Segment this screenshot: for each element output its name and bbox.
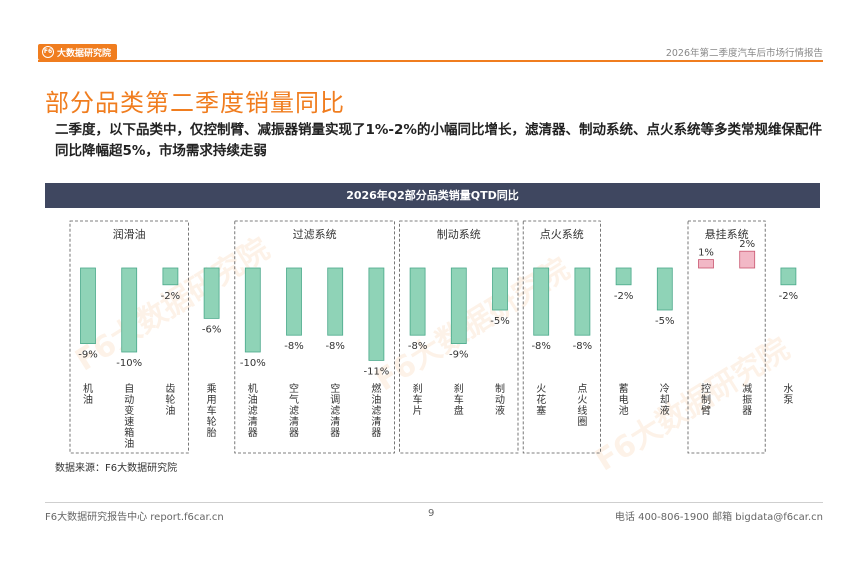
bar bbox=[698, 259, 714, 269]
bar bbox=[780, 267, 797, 286]
footer-site: F6大数据研究报告中心 report.f6car.cn bbox=[45, 512, 224, 523]
category-label: 点火线圈 bbox=[577, 383, 587, 428]
data-label: -9% bbox=[78, 350, 97, 361]
data-label: -8% bbox=[284, 341, 303, 352]
page-number: 9 bbox=[428, 508, 435, 519]
bar bbox=[286, 267, 302, 336]
category-label: 燃油滤清器 bbox=[371, 382, 381, 439]
summary-text: 二季度，以下品类中，仅控制臂、减振器销量实现了1%-2%的小幅同比增长，滤清器、… bbox=[55, 122, 822, 159]
logo-text: 大数据研究院 bbox=[57, 48, 112, 59]
data-label: 1% bbox=[698, 248, 714, 259]
group-box bbox=[234, 220, 395, 454]
page-title: 部分品类第二季度销量同比 bbox=[45, 89, 345, 117]
bar bbox=[739, 250, 756, 269]
bar bbox=[162, 267, 179, 286]
header-divider bbox=[38, 60, 823, 62]
report-name: 2026年第二季度汽车后市场行情报告 bbox=[665, 48, 823, 59]
bar bbox=[203, 267, 220, 319]
data-label: -2% bbox=[614, 291, 633, 302]
data-label: -8% bbox=[573, 341, 592, 352]
bar bbox=[656, 267, 673, 311]
data-label: -6% bbox=[202, 324, 221, 335]
data-source: 数据来源：F6大数据研究院 bbox=[55, 463, 178, 474]
data-label: -8% bbox=[325, 341, 344, 352]
bar bbox=[244, 267, 261, 353]
category-label: 齿轮油 bbox=[165, 383, 175, 417]
group-label: 悬挂系统 bbox=[705, 227, 749, 241]
category-label: 乘用车轮胎 bbox=[207, 383, 217, 439]
footer-divider bbox=[45, 502, 823, 503]
chart-title: 2026年Q2部分品类销量QTD同比 bbox=[45, 183, 820, 208]
bar bbox=[80, 267, 96, 344]
data-label: -11% bbox=[363, 366, 389, 377]
bar bbox=[615, 267, 632, 286]
group-label: 过滤系统 bbox=[293, 228, 337, 241]
category-label: 冷却液 bbox=[660, 382, 670, 417]
data-label: -8% bbox=[531, 341, 550, 352]
category-label: 空调滤清器 bbox=[330, 382, 340, 439]
data-label: -8% bbox=[408, 341, 427, 352]
group-box bbox=[522, 220, 601, 454]
group-label: 制动系统 bbox=[437, 228, 481, 241]
category-label: 制动液 bbox=[495, 382, 505, 417]
group-label: 润滑油 bbox=[113, 227, 146, 241]
category-label: 机油滤清器 bbox=[248, 382, 258, 439]
category-label: 刹车盘 bbox=[454, 383, 464, 417]
bar bbox=[450, 267, 467, 344]
data-label: -9% bbox=[449, 350, 468, 361]
logo-icon: F6 bbox=[42, 46, 54, 58]
category-label: 水泵 bbox=[783, 383, 793, 406]
category-label: 刹车片 bbox=[413, 383, 423, 417]
bar bbox=[121, 267, 138, 353]
data-label: -2% bbox=[161, 291, 180, 302]
category-label: 减振器 bbox=[742, 383, 752, 417]
data-label: 2% bbox=[739, 239, 755, 250]
category-label: 火花塞 bbox=[536, 383, 546, 417]
bar bbox=[533, 267, 550, 336]
bar bbox=[327, 267, 344, 336]
footer-contact: 电话 400-806-1900 邮箱 bigdata@f6car.cn bbox=[614, 512, 823, 523]
category-label: 机油 bbox=[83, 382, 93, 406]
data-label: -10% bbox=[240, 358, 266, 369]
brand-logo: F6 大数据研究院 bbox=[38, 44, 118, 60]
bar bbox=[492, 267, 508, 311]
category-label: 蓄电池 bbox=[619, 383, 629, 417]
group-label: 点火系统 bbox=[540, 228, 584, 241]
data-label: -5% bbox=[655, 316, 674, 327]
bar bbox=[368, 267, 385, 361]
category-label: 自动变速箱油 bbox=[124, 382, 134, 450]
data-label: -10% bbox=[116, 358, 142, 369]
group-box bbox=[687, 220, 766, 454]
data-label: -2% bbox=[779, 291, 798, 302]
category-label: 空气滤清器 bbox=[289, 382, 299, 439]
category-label: 控制臂 bbox=[701, 382, 711, 417]
bar bbox=[574, 267, 591, 336]
data-label: -5% bbox=[490, 316, 509, 327]
bar bbox=[409, 267, 426, 336]
